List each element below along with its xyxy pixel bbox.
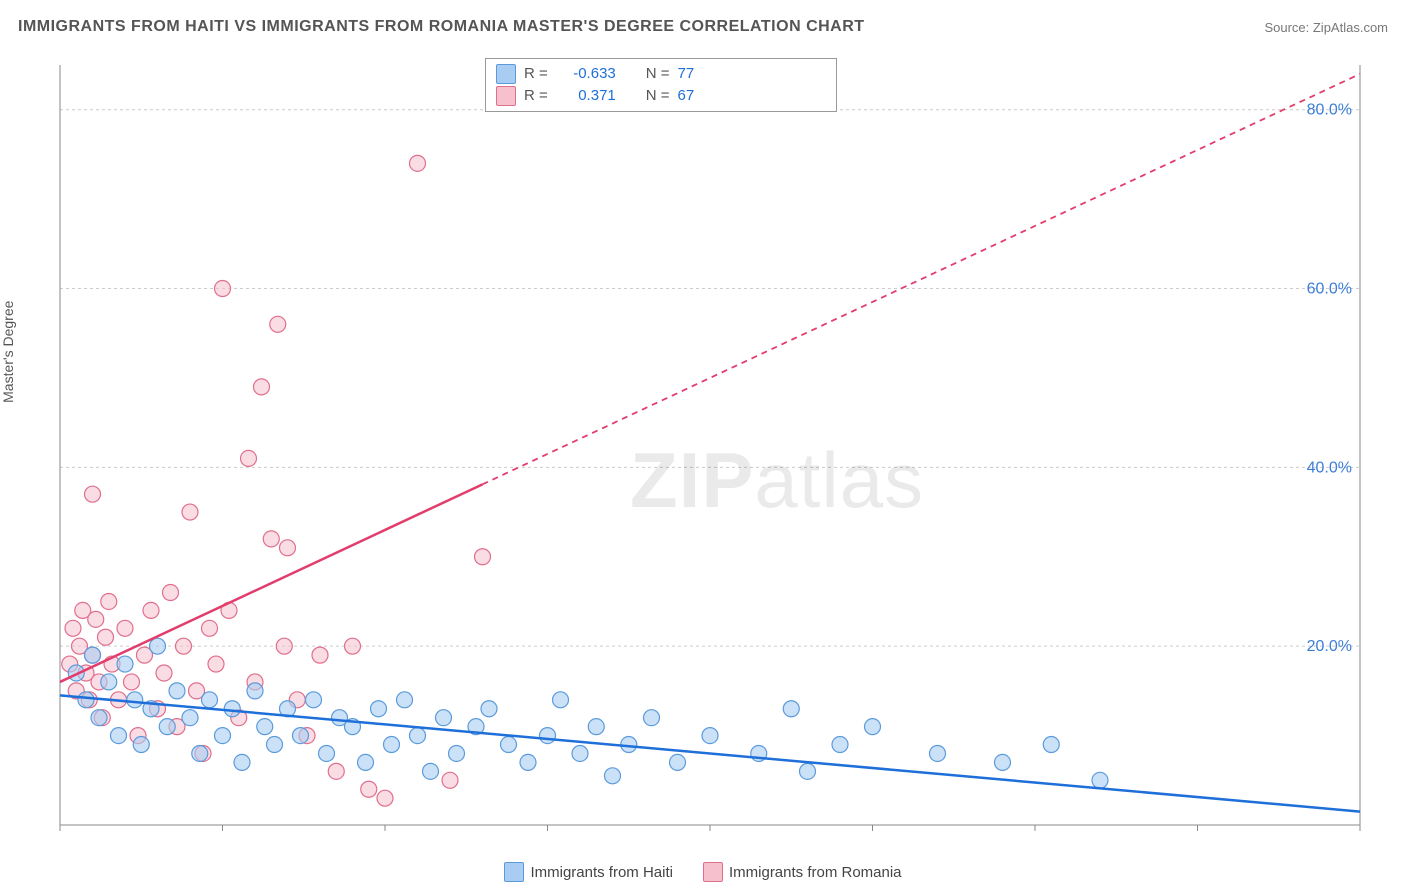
chart-svg: 20.0%40.0%60.0%80.0%0.0%40.0%	[50, 55, 1370, 835]
svg-text:80.0%: 80.0%	[1307, 102, 1352, 119]
N-value-haiti: 77	[678, 63, 695, 85]
svg-text:60.0%: 60.0%	[1307, 281, 1352, 298]
N-value-romania: 67	[678, 85, 695, 107]
swatch-romania	[703, 862, 723, 882]
R-label: R =	[524, 63, 548, 85]
svg-text:40.0%: 40.0%	[1307, 459, 1352, 476]
swatch-romania	[496, 86, 516, 106]
legend-label-romania: Immigrants from Romania	[729, 864, 902, 881]
N-label: N =	[646, 85, 670, 107]
correlation-legend: R = -0.633 N = 77 R = 0.371 N = 67	[485, 58, 837, 112]
legend-row-romania: R = 0.371 N = 67	[496, 85, 826, 107]
N-label: N =	[646, 63, 670, 85]
y-axis-label: Master's Degree	[0, 301, 16, 403]
chart-title: IMMIGRANTS FROM HAITI VS IMMIGRANTS FROM…	[18, 18, 865, 36]
legend-item-romania: Immigrants from Romania	[703, 862, 902, 882]
svg-text:20.0%: 20.0%	[1307, 638, 1352, 655]
legend-label-haiti: Immigrants from Haiti	[530, 864, 673, 881]
series-legend: Immigrants from Haiti Immigrants from Rom…	[0, 862, 1406, 882]
title-bar: IMMIGRANTS FROM HAITI VS IMMIGRANTS FROM…	[18, 18, 1388, 36]
R-value-haiti: -0.633	[556, 63, 616, 85]
R-value-romania: 0.371	[556, 85, 616, 107]
swatch-haiti	[504, 862, 524, 882]
swatch-haiti	[496, 64, 516, 84]
R-label: R =	[524, 85, 548, 107]
legend-item-haiti: Immigrants from Haiti	[504, 862, 673, 882]
legend-row-haiti: R = -0.633 N = 77	[496, 63, 826, 85]
source-label: Source: ZipAtlas.com	[1264, 20, 1388, 35]
chart-area: 20.0%40.0%60.0%80.0%0.0%40.0% R =-0.633N…	[50, 55, 1370, 835]
